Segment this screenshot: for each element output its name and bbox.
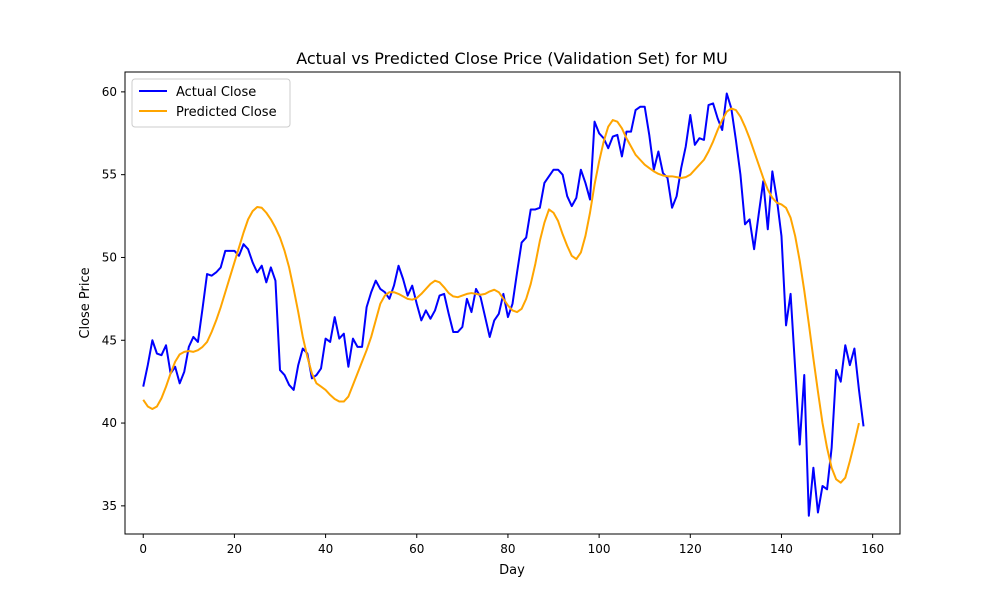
plot-frame: [124, 71, 901, 535]
legend: Actual Close Predicted Close: [131, 78, 291, 128]
chart-title: Actual vs Predicted Close Price (Validat…: [296, 49, 728, 68]
x-tick-label: 80: [500, 542, 515, 556]
y-axis-label: Close Price: [78, 267, 93, 338]
legend-label-predicted: Predicted Close: [176, 105, 277, 120]
y-tick-label: 55: [102, 168, 117, 182]
x-tick-label: 20: [227, 542, 242, 556]
x-tick-label: 60: [409, 542, 424, 556]
x-tick-label: 160: [861, 542, 884, 556]
x-tick-label: 120: [679, 542, 702, 556]
y-tick-label: 35: [102, 499, 117, 513]
y-axis-ticks: 35 40 45 50 55 60: [102, 85, 125, 513]
x-axis-ticks: 0 20 40 60 80 100 120 140 160: [139, 534, 884, 556]
series-line-0: [142, 92, 865, 517]
x-tick-label: 40: [318, 542, 333, 556]
y-tick-label: 50: [102, 250, 117, 264]
y-tick-label: 40: [102, 416, 117, 430]
x-axis-label: Day: [499, 563, 525, 578]
x-tick-label: 140: [770, 542, 793, 556]
series-line-1: [142, 107, 860, 484]
plot-lines: [142, 92, 865, 517]
y-tick-label: 60: [102, 85, 117, 99]
x-tick-label: 100: [588, 542, 611, 556]
x-tick-label: 0: [139, 542, 147, 556]
legend-box: [131, 78, 291, 128]
legend-label-actual: Actual Close: [176, 85, 256, 100]
y-tick-label: 45: [102, 333, 117, 347]
